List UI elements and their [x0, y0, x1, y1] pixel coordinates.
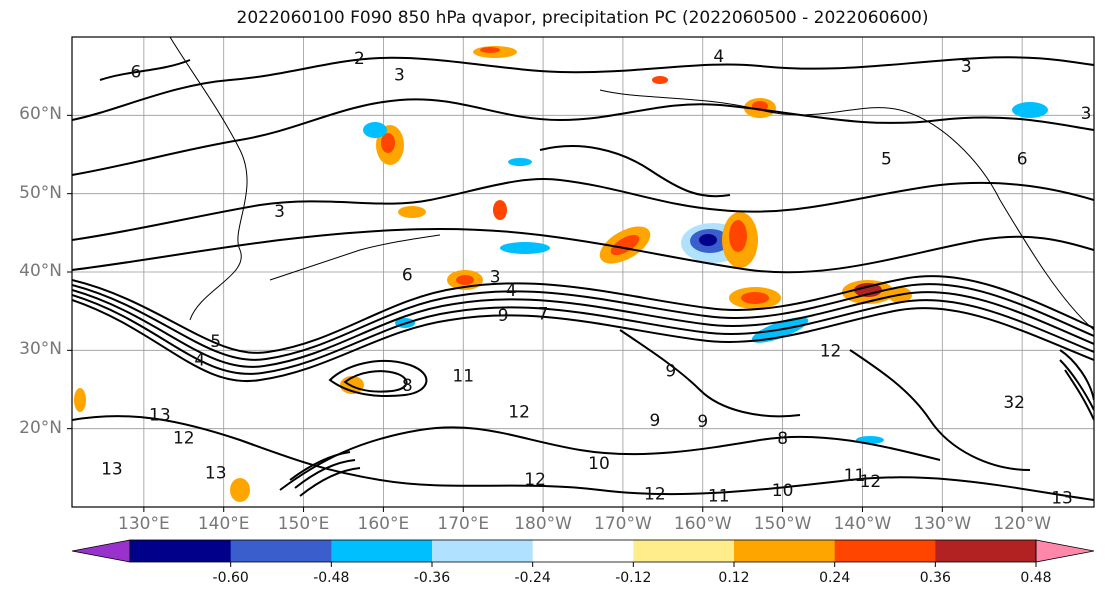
lon-label: 140°E — [197, 514, 250, 534]
contour-label: 4 — [713, 47, 724, 67]
contour-label: 6 — [402, 265, 413, 285]
qvapor-contours — [72, 56, 1094, 501]
lon-label: 120°W — [993, 514, 1052, 534]
contour-label: 8 — [402, 376, 413, 396]
lon-label: 150°W — [753, 514, 812, 534]
colorbar-tick-label: -0.36 — [413, 570, 451, 586]
colorbar-tick-label: 0.12 — [718, 570, 750, 586]
contour-label: 3 — [274, 202, 285, 222]
colorbar-cell — [734, 540, 836, 562]
colorbar-tick-label: -0.12 — [615, 570, 652, 586]
contour-label: 3 — [961, 57, 972, 77]
contour-label: 12 — [644, 485, 666, 505]
contour-label: 12 — [820, 341, 842, 361]
lon-label: 150°E — [277, 514, 330, 534]
lon-label: 140°W — [833, 514, 892, 534]
contour-label: 5 — [881, 149, 892, 169]
colorbar-tick-label: -0.60 — [212, 570, 249, 586]
contour-label: 6 — [1017, 149, 1028, 169]
lon-label: 160°E — [357, 514, 410, 534]
lon-label: 160°W — [673, 514, 732, 534]
lon-label: 130°E — [118, 514, 170, 534]
colorbar-tick-label: -0.48 — [313, 570, 350, 586]
graticule — [72, 37, 1094, 507]
colorbar-cell — [230, 540, 332, 562]
colorbar-tick-label: 0.24 — [819, 570, 851, 586]
lat-label: 60°N — [19, 104, 62, 125]
contour-label: 10 — [772, 481, 794, 501]
colorbar-cell — [834, 540, 936, 562]
contour-label: 11 — [844, 466, 866, 486]
figure-title: 2022060100 F090 850 hPa qvapor, precipit… — [236, 8, 929, 28]
contour-label: 12 — [173, 428, 195, 448]
colorbar-cell — [130, 540, 232, 562]
contour-label: 5 — [210, 332, 221, 352]
lon-label: 130°W — [913, 514, 972, 534]
colorbar-extend-high — [1035, 539, 1095, 563]
contour-label: 11 — [452, 366, 474, 386]
contour-label: 13 — [101, 460, 123, 480]
contour-label: 3 — [490, 268, 501, 288]
contour-label: 3 — [394, 66, 405, 86]
contour-label: 13 — [149, 406, 171, 426]
colorbar-tick-label: 0.36 — [919, 570, 951, 586]
contour-label: 13 — [205, 464, 227, 484]
colorbar-outline — [129, 539, 1037, 563]
contour-label: 10 — [588, 454, 610, 474]
colorbar-tick-label: -0.24 — [514, 570, 551, 586]
coastlines — [169, 37, 1094, 331]
contour-label: 9 — [498, 306, 509, 326]
contour-label: 4 — [194, 351, 205, 371]
colorbar-extend-low — [71, 539, 131, 563]
colorbar-cell — [331, 540, 433, 562]
colorbar-tick-label: 0.48 — [1020, 570, 1052, 586]
contour-label: 11 — [708, 486, 730, 506]
contour-label: 8 — [777, 429, 788, 449]
contour-label: 9 — [697, 412, 708, 432]
contour-label: 4 — [506, 281, 517, 301]
contour-label: 7 — [538, 305, 549, 325]
lon-label: 170°E — [437, 514, 490, 534]
colorbar-cell — [935, 540, 1037, 562]
contour-label: 3 — [1081, 104, 1092, 124]
colorbar-cell — [532, 540, 634, 562]
contour-label: 13 — [1051, 489, 1073, 509]
lat-label: 30°N — [19, 339, 62, 360]
lon-label: 180°W — [514, 514, 572, 534]
lon-label: 170°W — [594, 514, 652, 534]
contour-label: 9 — [665, 362, 676, 382]
contour-label: 2 — [354, 49, 365, 69]
contour-label: 12 — [524, 470, 546, 490]
colorbar-cell — [633, 540, 735, 562]
contour-label: 12 — [508, 402, 530, 422]
axis-ticks — [67, 114, 1023, 512]
contour-label: 9 — [649, 411, 660, 431]
lat-label: 50°N — [19, 182, 62, 203]
colorbar-cell — [432, 540, 534, 562]
contour-label: 6 — [130, 62, 141, 82]
lat-label: 40°N — [19, 261, 62, 281]
contour-label: 32 — [1003, 393, 1025, 413]
contour-label: 12 — [860, 472, 882, 492]
lat-label: 20°N — [19, 417, 62, 438]
